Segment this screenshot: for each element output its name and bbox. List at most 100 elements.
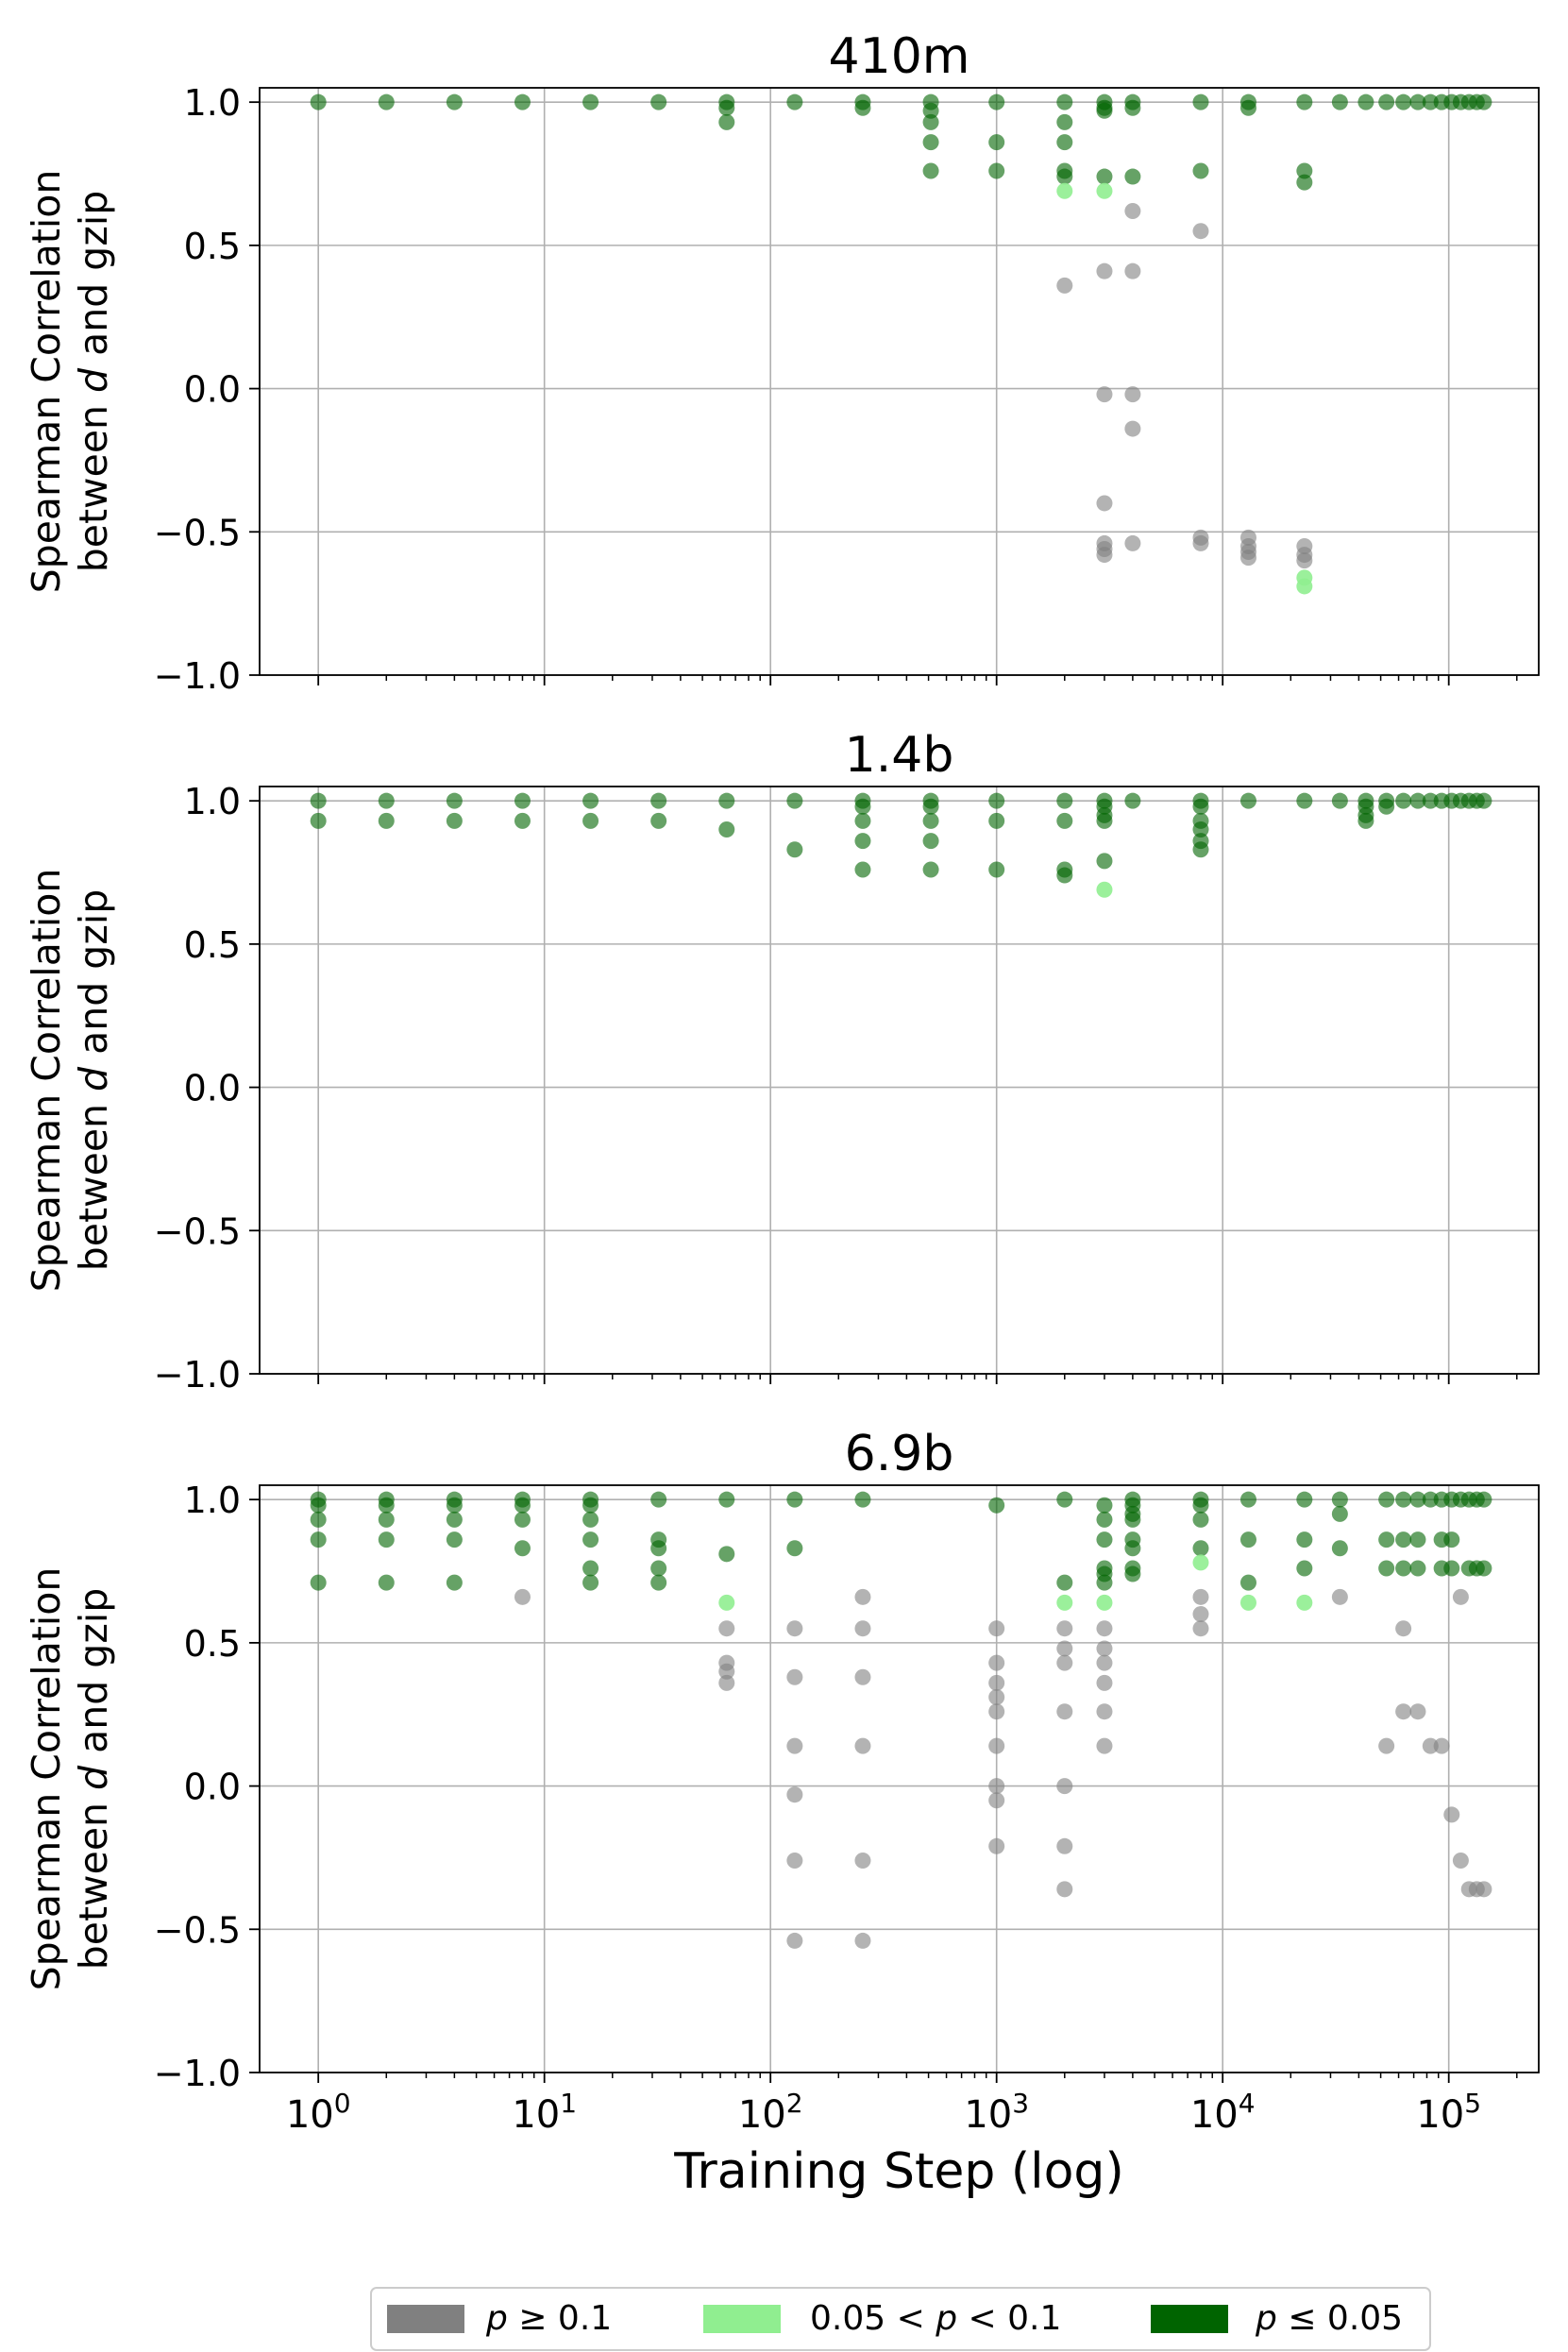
data-point (1124, 202, 1141, 219)
data-point (988, 1620, 1005, 1637)
data-point (514, 93, 531, 110)
data-point (650, 93, 667, 110)
data-point (988, 861, 1005, 878)
data-point (378, 1531, 395, 1548)
data-point (1239, 1574, 1256, 1591)
data-point (786, 841, 803, 858)
data-points (310, 792, 1492, 898)
data-point (1422, 1737, 1439, 1754)
data-point (1096, 1640, 1113, 1657)
data-point (1395, 1703, 1412, 1720)
data-point (786, 1620, 803, 1637)
data-point (854, 861, 871, 878)
data-point (1296, 93, 1313, 110)
legend-label: p ≤ 0.05 (1255, 2299, 1403, 2338)
data-point (1331, 1505, 1348, 1522)
data-point (786, 1491, 803, 1508)
data-point (1296, 1531, 1313, 1548)
data-point (718, 1546, 735, 1563)
x-tick-label: 103 (964, 2088, 1029, 2137)
data-point (378, 1511, 395, 1528)
data-point (988, 1737, 1005, 1754)
y-axis-label-line2: between d and gzip (71, 191, 116, 573)
data-point (922, 812, 939, 829)
data-point (1056, 1654, 1073, 1671)
data-point (1475, 1560, 1492, 1577)
data-point (310, 1531, 327, 1548)
legend-swatch (703, 2305, 781, 2333)
legend: p ≥ 0.1 0.05 < p < 0.1 p ≤ 0.05 (370, 2287, 1431, 2351)
data-point (1433, 1737, 1450, 1754)
data-point (446, 1531, 463, 1548)
data-point (1331, 1540, 1348, 1557)
data-point (1192, 1497, 1209, 1514)
data-point (1056, 134, 1073, 151)
data-point (1192, 1588, 1209, 1605)
data-point (1192, 821, 1209, 838)
data-point (718, 1674, 735, 1691)
axes-frame (259, 786, 1540, 1375)
data-point (1378, 1737, 1395, 1754)
data-point (446, 812, 463, 829)
data-point (854, 1491, 871, 1508)
y-axis-label-line1: Spearman Correlation (24, 869, 69, 1293)
data-point (1124, 1511, 1141, 1528)
y-tick-label: 0.5 (184, 226, 241, 267)
data-point (378, 812, 395, 829)
data-point (446, 93, 463, 110)
y-tick-label: 0.5 (184, 924, 241, 966)
data-point (1296, 578, 1313, 595)
x-tick-label: 101 (512, 2088, 577, 2137)
data-point (922, 861, 939, 878)
data-point (922, 162, 939, 179)
data-point (1239, 1491, 1256, 1508)
data-point (1378, 798, 1395, 815)
data-point (1056, 93, 1073, 110)
data-point (582, 93, 599, 110)
data-point (378, 1497, 395, 1514)
data-point (786, 1668, 803, 1685)
y-tick-label: −0.5 (154, 512, 241, 553)
data-point (1357, 812, 1374, 829)
data-point (1124, 262, 1141, 279)
data-point (1475, 1491, 1492, 1508)
data-point (1357, 93, 1374, 110)
data-point (1331, 1588, 1348, 1605)
data-point (1056, 812, 1073, 829)
data-points (310, 1491, 1492, 1949)
panel-title: 6.9b (845, 1426, 954, 1482)
data-point (1395, 1560, 1412, 1577)
y-tick-label: 0.0 (184, 1767, 241, 1808)
data-point (786, 1852, 803, 1869)
data-point (854, 1737, 871, 1754)
data-point (1378, 93, 1395, 110)
data-point (1056, 1703, 1073, 1720)
data-point (1056, 1594, 1073, 1611)
y-tick-label: −1.0 (154, 1354, 241, 1396)
y-tick-label: −0.5 (154, 1210, 241, 1252)
data-point (718, 792, 735, 809)
data-point (446, 1574, 463, 1591)
data-point (1096, 1511, 1113, 1528)
legend-label: 0.05 < p < 0.1 (810, 2299, 1061, 2338)
data-point (1124, 1540, 1141, 1557)
data-point (310, 792, 327, 809)
y-axis-label-line1: Spearman Correlation (24, 1567, 69, 1991)
data-point (1331, 93, 1348, 110)
data-point (1395, 792, 1412, 809)
data-point (786, 1737, 803, 1754)
x-tick-label: 105 (1416, 2088, 1481, 2137)
data-point (1192, 798, 1209, 815)
data-point (1056, 792, 1073, 809)
data-point (1096, 1674, 1113, 1691)
data-point (1096, 168, 1113, 185)
data-point (378, 1574, 395, 1591)
y-tick-label: −1.0 (154, 655, 241, 697)
data-point (922, 798, 939, 815)
data-point (718, 821, 735, 838)
data-point (1096, 812, 1113, 829)
data-point (1409, 1491, 1426, 1508)
data-point (1378, 1531, 1395, 1548)
data-point (1239, 99, 1256, 116)
